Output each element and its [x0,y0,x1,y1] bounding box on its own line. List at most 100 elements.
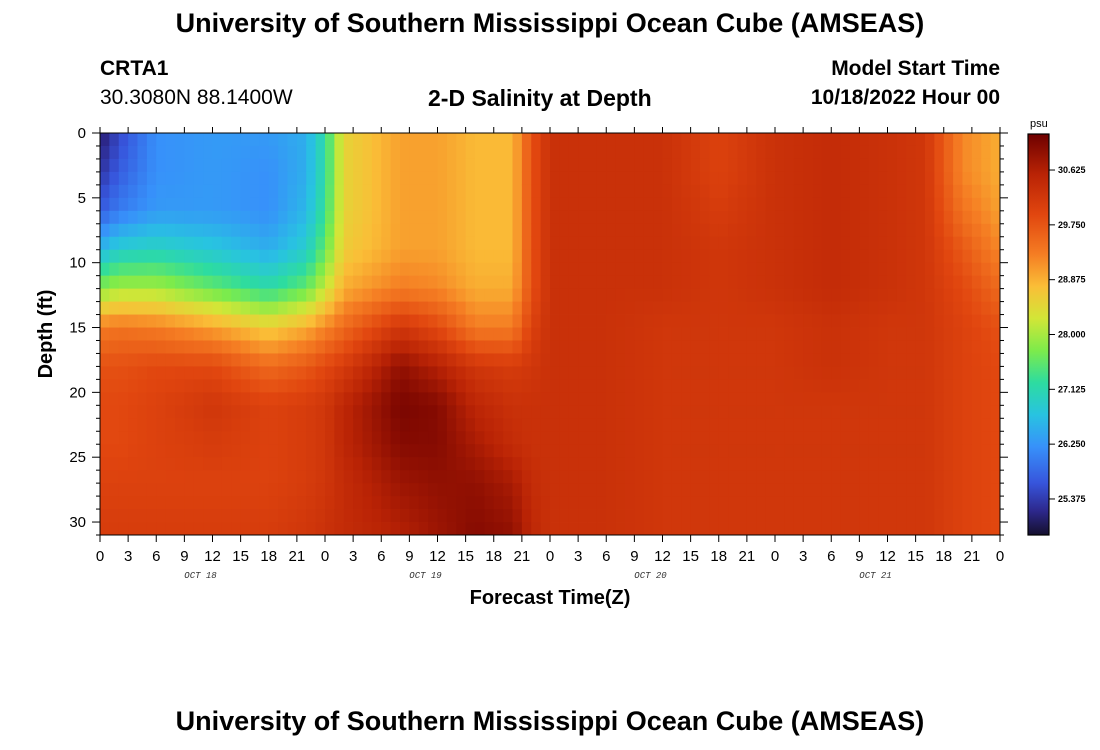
heatmap-cell [643,444,654,458]
heatmap-cell [353,197,363,212]
heatmap-cell [325,522,335,536]
heatmap-cell [175,496,185,510]
heatmap-cell [193,418,204,432]
heatmap-cell [296,171,307,186]
heatmap-cell [718,353,729,367]
heatmap-cell [737,496,748,510]
heatmap-cell [737,418,748,432]
heatmap-cell [643,509,654,523]
heatmap-cell [184,340,195,354]
heatmap-cell [709,418,720,432]
heatmap-cell [493,405,504,419]
heatmap-cell [981,223,992,238]
heatmap-cell [578,509,588,523]
y-axis-label: Depth (ft) [35,290,57,379]
heatmap-cell [446,314,457,328]
heatmap-cell [700,133,710,147]
heatmap-cell [212,158,223,173]
heatmap-cell [306,223,317,238]
heatmap-cell [437,133,448,147]
heatmap-cell [653,223,663,238]
heatmap-cell [981,496,992,510]
heatmap-cell [812,470,823,484]
heatmap-cell [184,223,195,238]
heatmap-cell [653,405,663,419]
heatmap-cell [906,340,917,354]
heatmap-cell [981,197,992,212]
heatmap-cell [775,340,785,354]
heatmap-cell [896,314,907,328]
heatmap-cell [812,496,823,510]
heatmap-cell [278,457,288,471]
heatmap-cell [578,496,588,510]
heatmap-cell [962,223,973,238]
heatmap-cell [362,210,373,225]
heatmap-cell [100,379,110,393]
heatmap-cell [859,457,870,471]
heatmap-cell [643,249,654,264]
salinity-chart: 0 3 6 9 12 15 18 21 0 3 6 9 12 15 18 21 0 3 6 9 12 15 18 21 0 3 6 9… [35,118,1086,609]
heatmap-cell [915,470,926,484]
heatmap-cell [428,379,438,393]
heatmap-cell [287,197,298,212]
heatmap-cell [250,470,260,484]
heatmap-cell [887,418,898,432]
heatmap-cell [343,184,354,199]
heatmap-cell [100,483,110,497]
heatmap-cell [925,457,935,471]
heatmap-cell [203,340,213,354]
heatmap-cell [803,145,813,160]
heatmap-cell [531,431,542,445]
heatmap-cell [643,145,654,160]
heatmap-cell [184,483,195,497]
heatmap-cell [278,301,288,315]
heatmap-cell [643,262,654,277]
heatmap-cell [493,509,504,523]
heatmap-cell [540,249,551,264]
heatmap-cell [840,158,851,173]
heatmap-cell [287,275,298,290]
heatmap-cell [700,171,710,186]
heatmap-cell [653,366,663,380]
x-tick-label: 9 [405,548,413,565]
y-tick-label: 20 [69,384,86,401]
heatmap-cell [118,418,129,432]
heatmap-cell [521,509,532,523]
heatmap-cell [475,145,485,160]
heatmap-cell [362,444,373,458]
heatmap-cell [353,379,363,393]
heatmap-cell [400,353,410,367]
heatmap-cell [615,470,626,484]
heatmap-cell [446,288,457,302]
heatmap-cell [653,158,663,173]
heatmap-cell [296,223,307,238]
heatmap-cell [484,392,495,406]
heatmap-cell [737,210,748,225]
heatmap-cell [493,210,504,225]
heatmap-cell [671,366,682,380]
heatmap-cell [568,392,579,406]
heatmap-cell [184,184,195,199]
heatmap-cell [934,327,945,341]
heatmap-cell [353,392,363,406]
heatmap-cell [559,470,570,484]
heatmap-cell [540,314,551,328]
heatmap-cell [118,379,129,393]
heatmap-cell [165,133,176,147]
heatmap-cell [203,158,213,173]
heatmap-cell [625,171,635,186]
heatmap-cell [831,158,842,173]
heatmap-cell [943,301,954,315]
heatmap-cell [512,340,523,354]
heatmap-cell [203,184,213,199]
heatmap-cell [690,353,701,367]
heatmap-cell [306,197,317,212]
heatmap-cell [240,366,251,380]
x-tick-label: 6 [602,548,610,565]
heatmap-cell [184,392,195,406]
heatmap-cell [109,133,120,147]
heatmap-cell [306,314,317,328]
heatmap-cell [859,133,870,147]
heatmap-cell [746,288,757,302]
heatmap-cell [709,210,720,225]
